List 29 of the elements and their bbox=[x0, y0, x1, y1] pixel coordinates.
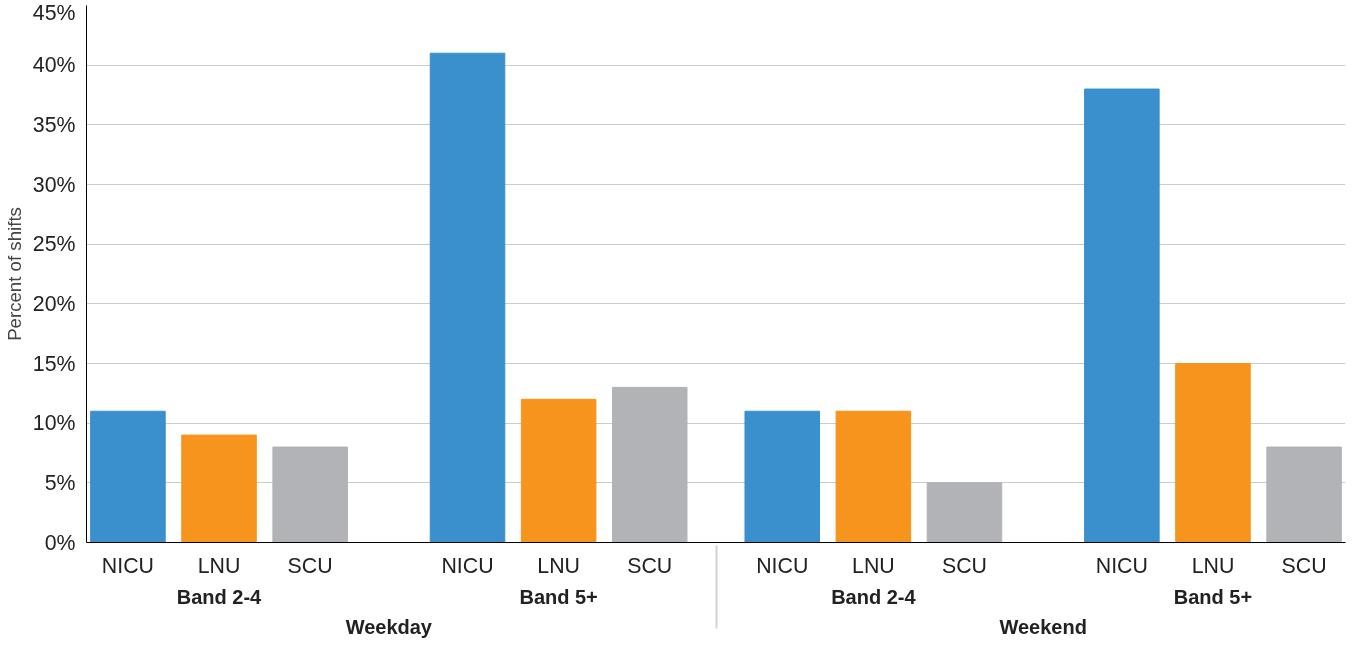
y-tick-label: 35% bbox=[32, 112, 76, 137]
x-tick-label: SCU bbox=[1281, 553, 1327, 578]
x-tick-label: LNU bbox=[537, 553, 580, 578]
x-tick-label: LNU bbox=[1191, 553, 1235, 578]
y-tick-label: 40% bbox=[32, 53, 76, 78]
x-tick-label: SCU bbox=[287, 553, 333, 578]
text: Weekday bbox=[345, 615, 433, 638]
x-tick-label: NICU bbox=[441, 553, 494, 578]
x-tick-label: NICU bbox=[756, 553, 809, 578]
y-tick-label: 30% bbox=[32, 172, 76, 197]
y-tick-label: 15% bbox=[32, 351, 76, 376]
x-tick-label: SCU bbox=[941, 553, 987, 578]
y-tick-label: 45% bbox=[32, 0, 76, 25]
y-axis-title: Percent of shifts bbox=[3, 207, 25, 341]
text: Weekend bbox=[999, 615, 1087, 638]
x-tick-label: LNU bbox=[197, 553, 241, 578]
text: Band 2-4 bbox=[176, 585, 263, 608]
x-tick-label: LNU bbox=[852, 553, 895, 578]
text: Band 5+ bbox=[1173, 585, 1253, 608]
y-tick-label: 0% bbox=[44, 530, 76, 555]
text: Band 2-4 bbox=[831, 585, 917, 608]
x-tick-label: NICU bbox=[1095, 553, 1148, 578]
text: Band 5+ bbox=[519, 585, 598, 608]
y-tick-label: 10% bbox=[32, 411, 76, 436]
x-tick-label: SCU bbox=[627, 553, 673, 578]
y-tick-label: 20% bbox=[32, 291, 76, 316]
y-tick-label: 5% bbox=[44, 470, 76, 495]
y-tick-label: 25% bbox=[32, 232, 76, 257]
x-tick-label: NICU bbox=[101, 553, 154, 578]
